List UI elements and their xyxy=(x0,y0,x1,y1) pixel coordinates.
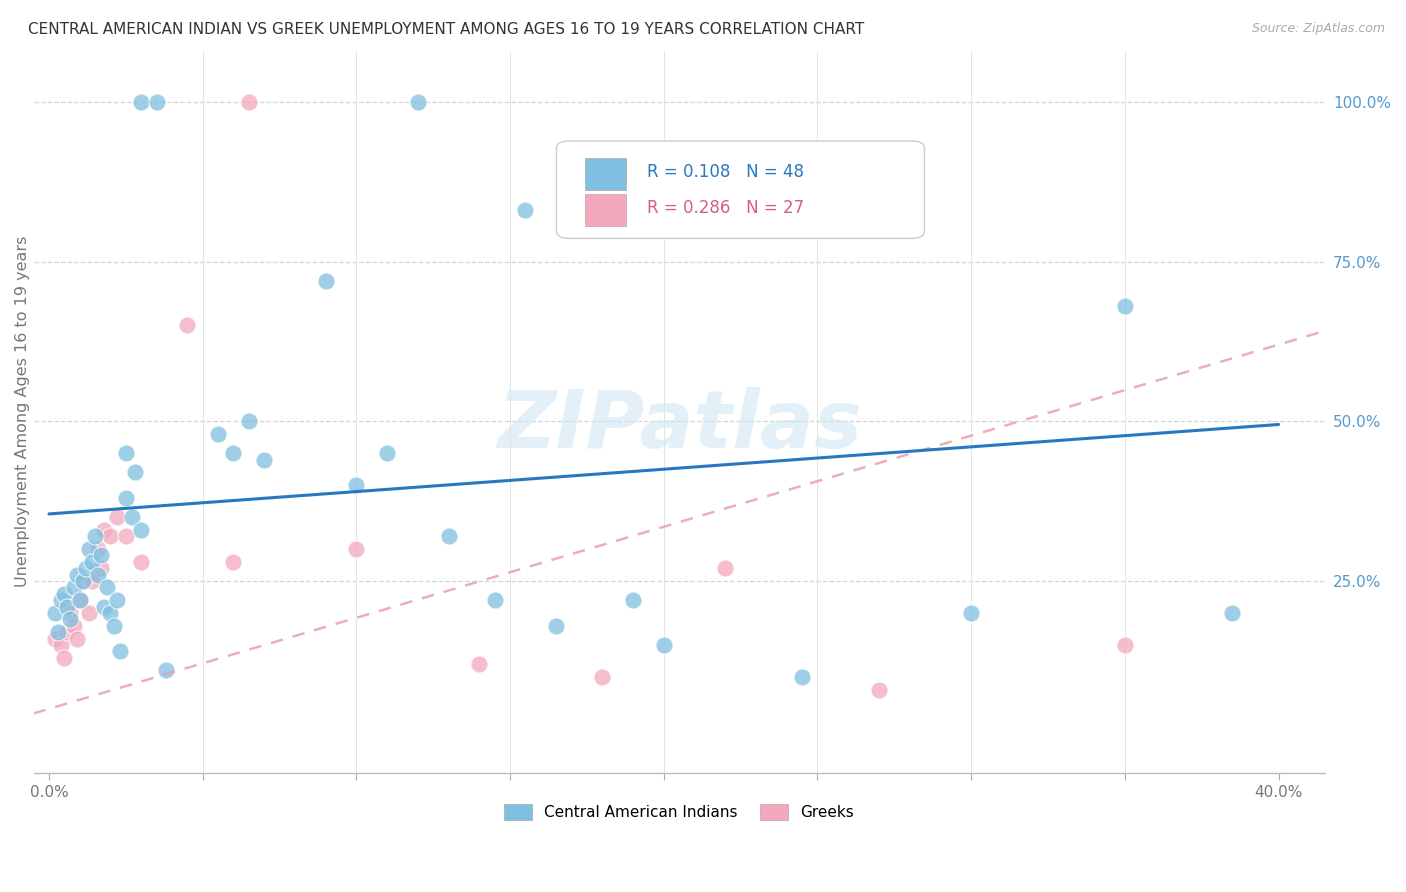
Point xyxy=(69,593,91,607)
Point xyxy=(546,619,568,633)
Point xyxy=(51,593,73,607)
Point xyxy=(44,632,66,646)
Point xyxy=(207,427,229,442)
Point xyxy=(129,95,152,109)
Point xyxy=(621,593,644,607)
Point xyxy=(80,574,103,588)
Y-axis label: Unemployment Among Ages 16 to 19 years: Unemployment Among Ages 16 to 19 years xyxy=(15,236,30,588)
Point xyxy=(222,446,245,460)
Point xyxy=(108,644,131,658)
Point xyxy=(114,491,136,505)
Point xyxy=(66,567,89,582)
Point xyxy=(62,619,84,633)
Point xyxy=(960,606,983,620)
Point xyxy=(129,523,152,537)
Text: Source: ZipAtlas.com: Source: ZipAtlas.com xyxy=(1251,22,1385,36)
Point xyxy=(80,555,103,569)
Point xyxy=(105,593,128,607)
Point xyxy=(59,612,82,626)
Point xyxy=(93,599,115,614)
FancyBboxPatch shape xyxy=(557,141,924,238)
Point xyxy=(77,606,100,620)
Legend: Central American Indians, Greeks: Central American Indians, Greeks xyxy=(498,798,860,827)
Point xyxy=(176,318,198,333)
Point xyxy=(468,657,491,672)
Point xyxy=(591,670,613,684)
Point xyxy=(790,670,813,684)
Point xyxy=(515,203,537,218)
Text: R = 0.108   N = 48: R = 0.108 N = 48 xyxy=(647,163,804,181)
Point xyxy=(90,549,112,563)
Point xyxy=(87,567,110,582)
Point xyxy=(87,542,110,557)
Point xyxy=(868,682,890,697)
Point xyxy=(72,574,94,588)
Text: ZIPatlas: ZIPatlas xyxy=(496,387,862,465)
Point xyxy=(121,510,143,524)
Point xyxy=(114,529,136,543)
Point xyxy=(222,555,245,569)
Point xyxy=(315,274,337,288)
Point xyxy=(437,529,460,543)
Point xyxy=(155,664,177,678)
Point xyxy=(66,632,89,646)
Point xyxy=(1222,606,1244,620)
Point xyxy=(344,478,367,492)
Point xyxy=(51,638,73,652)
Point xyxy=(375,446,398,460)
Point xyxy=(238,414,260,428)
Point xyxy=(253,452,276,467)
FancyBboxPatch shape xyxy=(585,194,626,227)
Point xyxy=(59,606,82,620)
Point xyxy=(46,625,69,640)
Point xyxy=(1114,638,1136,652)
Point xyxy=(72,574,94,588)
Point xyxy=(69,593,91,607)
Point xyxy=(103,619,125,633)
Point xyxy=(714,561,737,575)
Point xyxy=(56,625,79,640)
Point xyxy=(100,529,122,543)
Point xyxy=(1114,299,1136,313)
Text: CENTRAL AMERICAN INDIAN VS GREEK UNEMPLOYMENT AMONG AGES 16 TO 19 YEARS CORRELAT: CENTRAL AMERICAN INDIAN VS GREEK UNEMPLO… xyxy=(28,22,865,37)
Point xyxy=(53,587,76,601)
Point xyxy=(145,95,167,109)
Point xyxy=(129,555,152,569)
Point xyxy=(93,523,115,537)
FancyBboxPatch shape xyxy=(585,158,626,190)
Point xyxy=(105,510,128,524)
Point xyxy=(114,446,136,460)
Point xyxy=(406,95,429,109)
Point xyxy=(100,606,122,620)
Point xyxy=(90,561,112,575)
Point xyxy=(44,606,66,620)
Text: R = 0.286   N = 27: R = 0.286 N = 27 xyxy=(647,199,804,217)
Point xyxy=(96,581,118,595)
Point xyxy=(484,593,506,607)
Point xyxy=(53,650,76,665)
Point xyxy=(75,561,97,575)
Point xyxy=(652,638,675,652)
Point xyxy=(77,542,100,557)
Point xyxy=(56,599,79,614)
Point xyxy=(62,581,84,595)
Point xyxy=(124,466,146,480)
Point xyxy=(84,529,107,543)
Point xyxy=(238,95,260,109)
Point xyxy=(344,542,367,557)
